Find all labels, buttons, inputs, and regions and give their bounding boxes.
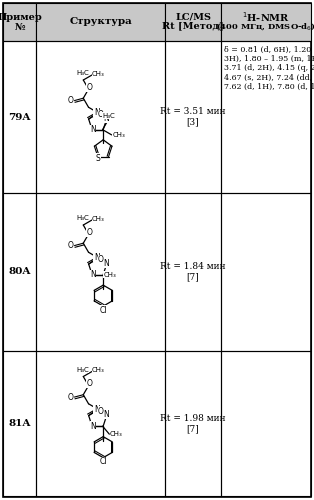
Bar (221, 193, 311, 351)
Text: δ = 0.81 (d, 6H), 1.20 (t,
3H), 1.80 – 1.95 (m, 1H),
3.71 (d, 2H), 4.15 (q, 2H),: δ = 0.81 (d, 6H), 1.20 (t, 3H), 1.80 – 1… (224, 46, 314, 91)
Text: Rt = 3.51 мин
[3]: Rt = 3.51 мин [3] (160, 108, 226, 126)
Text: $^1$H-NMR: $^1$H-NMR (242, 10, 290, 24)
Text: N: N (104, 258, 110, 268)
Bar (36, 351, 165, 496)
Text: CH₃: CH₃ (92, 71, 105, 77)
Text: CH₃: CH₃ (92, 216, 105, 222)
Text: CH₃: CH₃ (112, 132, 125, 138)
Bar (165, 41, 221, 193)
Text: N: N (104, 410, 110, 419)
Text: CH₃: CH₃ (103, 272, 116, 278)
Text: O: O (87, 379, 93, 388)
Text: H₃C: H₃C (76, 366, 89, 372)
Text: S: S (95, 154, 100, 162)
Text: (400 МГц, DMSO-d$_6$): (400 МГц, DMSO-d$_6$) (216, 20, 314, 32)
Text: Rt = 1.84 мин
[7]: Rt = 1.84 мин [7] (160, 262, 226, 281)
Text: Rt [Метод]: Rt [Метод] (162, 22, 224, 30)
Text: CH₃: CH₃ (110, 431, 123, 437)
Text: H₃C: H₃C (102, 112, 115, 118)
Text: O: O (87, 228, 93, 236)
Text: N: N (90, 125, 96, 134)
Text: 81A: 81A (8, 419, 31, 428)
Text: H₃C: H₃C (76, 70, 89, 76)
Text: N: N (90, 422, 96, 430)
Bar (221, 351, 311, 496)
Text: Пример: Пример (0, 14, 42, 22)
Text: O: O (98, 110, 104, 119)
Text: N: N (94, 404, 100, 413)
Text: Структура: Структура (69, 18, 132, 26)
Text: N: N (94, 108, 100, 117)
Bar (36, 3, 165, 41)
Text: N: N (90, 270, 96, 279)
Text: O: O (87, 82, 93, 92)
Text: LC/MS: LC/MS (175, 12, 211, 22)
Bar (36, 41, 165, 193)
Bar (165, 3, 221, 41)
Bar (221, 41, 311, 193)
Text: 80A: 80A (8, 268, 31, 276)
Bar (3, 351, 36, 496)
Text: 79A: 79A (8, 112, 31, 122)
Text: N: N (104, 114, 110, 122)
Bar (3, 193, 36, 351)
Text: O: O (98, 255, 104, 264)
Text: Rt = 1.98 мин
[7]: Rt = 1.98 мин [7] (160, 414, 226, 433)
Text: N: N (94, 253, 100, 262)
Bar (165, 193, 221, 351)
Text: CH₃: CH₃ (92, 368, 105, 374)
Bar (221, 3, 311, 41)
Text: O: O (68, 96, 73, 105)
Bar (36, 193, 165, 351)
Text: O: O (68, 392, 73, 402)
Text: Cl: Cl (100, 306, 107, 314)
Text: O: O (98, 406, 104, 416)
Text: №: № (14, 22, 25, 32)
Bar (3, 3, 36, 41)
Bar (165, 351, 221, 496)
Text: O: O (68, 241, 73, 250)
Bar (3, 41, 36, 193)
Text: Cl: Cl (100, 457, 107, 466)
Text: H₃C: H₃C (76, 215, 89, 221)
